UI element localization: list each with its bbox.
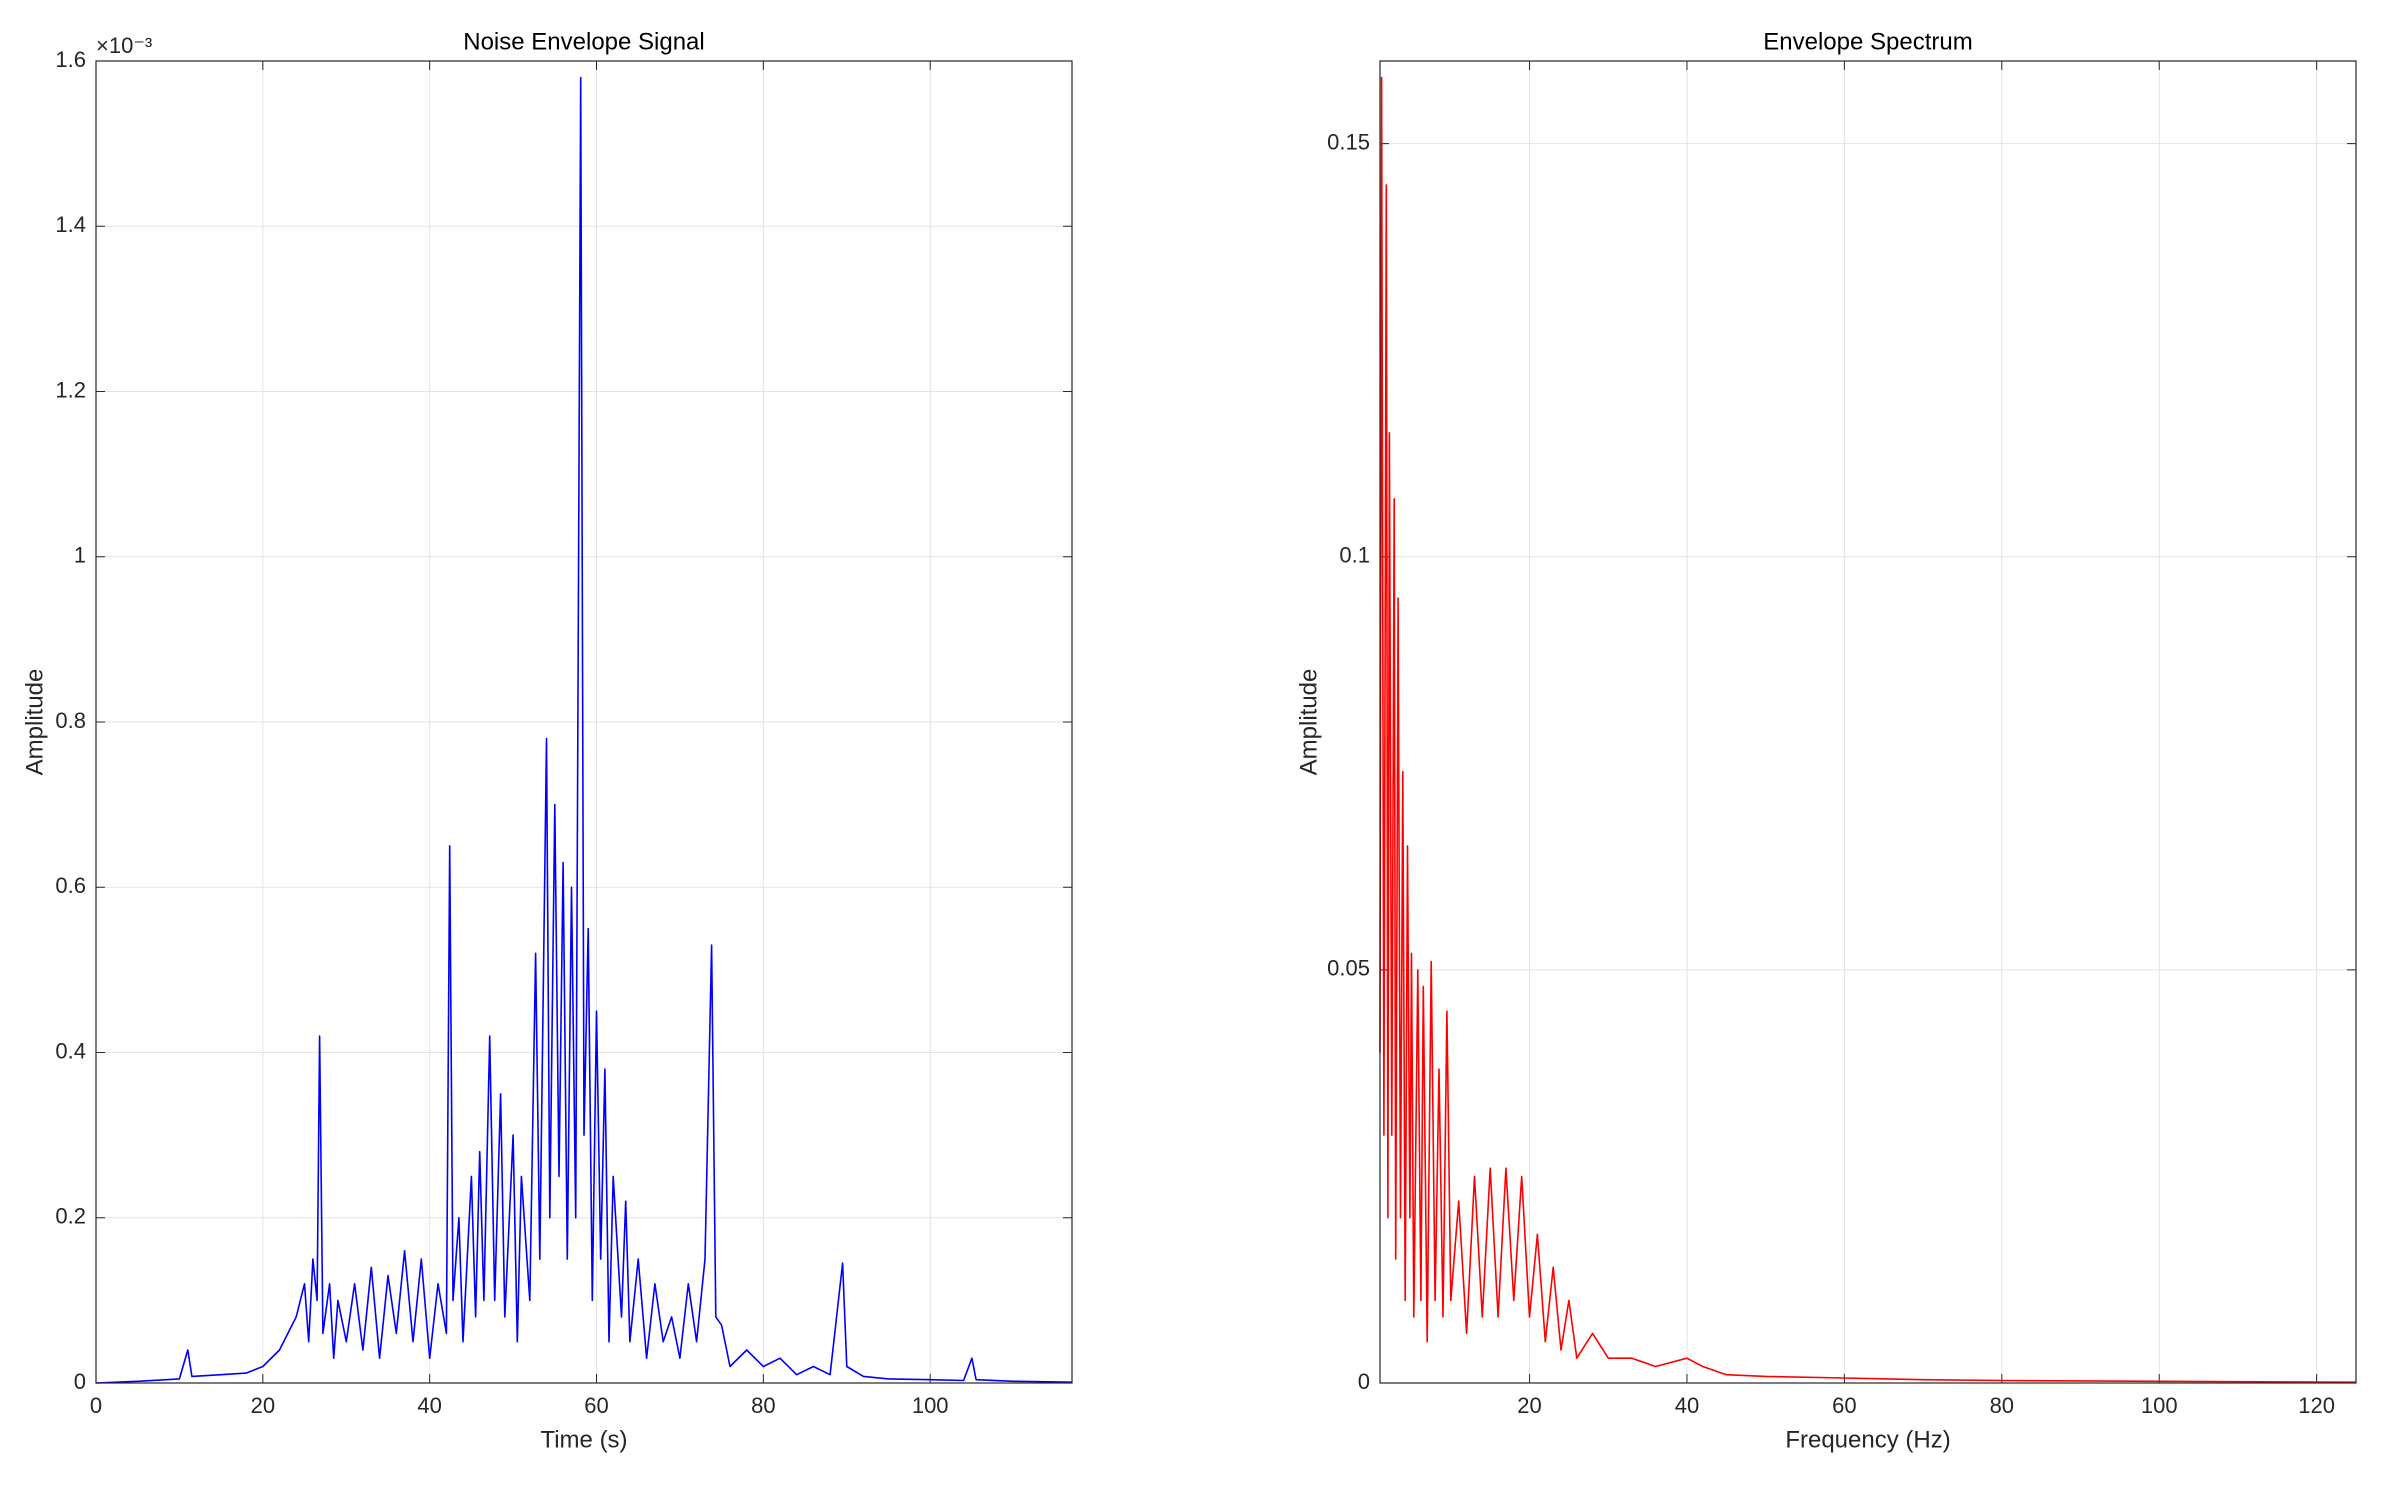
axes-box [1379,60,2357,1384]
x-tick-label: 80 [1990,1393,2014,1418]
axes-box [95,60,1073,1384]
x-tick-label: 20 [251,1393,275,1418]
y-tick-label: 0.4 [55,1038,86,1063]
y-tick-label: 0.6 [55,873,86,898]
y-tick-label: 0 [74,1369,86,1394]
x-tick-label: 40 [1675,1393,1699,1418]
y-tick-label: 0.05 [1327,956,1370,981]
x-tick-label: 80 [751,1393,775,1418]
plot-area [1380,61,2356,1383]
x-tick-label: 40 [417,1393,441,1418]
x-tick-label: 120 [2298,1393,2335,1418]
y-tick-label: 1 [74,543,86,568]
y-tick-label: 0.8 [55,708,86,733]
x-tick-label: 60 [584,1393,608,1418]
x-tick-label: 60 [1832,1393,1856,1418]
y-tick-label: 1.4 [55,212,86,237]
x-tick-label: 0 [90,1393,102,1418]
x-tick-label: 20 [1517,1393,1541,1418]
x-tick-label: 100 [912,1393,949,1418]
y-tick-label: 0 [1358,1369,1370,1394]
x-axis-label: Frequency (Hz) [1785,1426,1950,1453]
line-series [1379,76,2357,1383]
y-tick-label: 0.1 [1339,543,1370,568]
y-tick-label: 1.2 [55,377,86,402]
y-axis-label: Amplitude [21,669,48,776]
y-tick-label: 1.6 [55,47,86,72]
chart-title: Envelope Spectrum [1763,28,1972,55]
y-axis-label: Amplitude [1295,669,1322,776]
chart-title: Noise Envelope Signal [463,28,705,55]
y-multiplier: ×10⁻³ [96,33,152,58]
y-tick-label: 0.2 [55,1204,86,1229]
x-tick-label: 100 [2141,1393,2178,1418]
line-series [95,76,1073,1384]
y-tick-label: 0.15 [1327,129,1370,154]
x-axis-label: Time (s) [540,1426,627,1453]
